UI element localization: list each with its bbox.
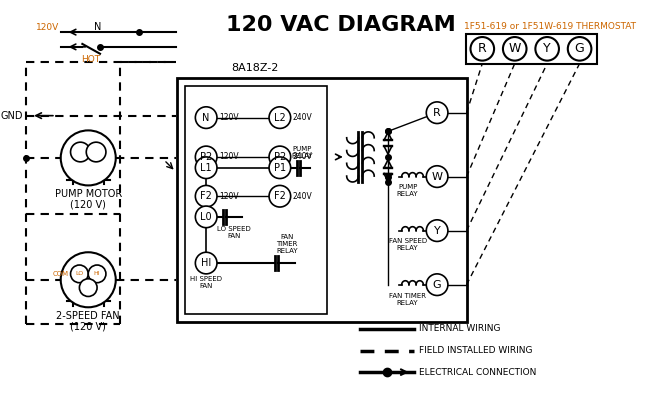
Circle shape [79, 279, 97, 297]
Circle shape [196, 206, 217, 228]
Text: HOT: HOT [80, 55, 100, 64]
Text: N: N [94, 22, 102, 32]
Text: R: R [433, 108, 441, 118]
Circle shape [535, 37, 559, 61]
Text: FAN SPEED
RELAY: FAN SPEED RELAY [389, 238, 427, 251]
Circle shape [196, 157, 217, 178]
Text: Y: Y [433, 225, 440, 235]
Text: 120V: 120V [219, 153, 239, 161]
Text: R: R [478, 42, 486, 55]
Circle shape [269, 157, 291, 178]
Text: 240V: 240V [293, 113, 312, 122]
Text: L1: L1 [200, 163, 212, 173]
Text: HI: HI [94, 272, 100, 277]
Text: FAN TIMER
RELAY: FAN TIMER RELAY [389, 292, 426, 305]
Circle shape [70, 265, 88, 283]
Text: Y: Y [543, 42, 551, 55]
Text: N: N [202, 113, 210, 123]
Circle shape [470, 37, 494, 61]
Circle shape [61, 130, 116, 186]
Text: GND: GND [1, 111, 23, 121]
Circle shape [426, 166, 448, 187]
Text: HI: HI [201, 258, 211, 268]
Text: 120V: 120V [36, 23, 60, 32]
Text: 240V: 240V [293, 153, 312, 161]
Circle shape [426, 220, 448, 241]
Text: (120 V): (120 V) [70, 321, 106, 331]
Text: FIELD INSTALLED WIRING: FIELD INSTALLED WIRING [419, 346, 533, 355]
Circle shape [269, 186, 291, 207]
Circle shape [269, 146, 291, 168]
Text: 2-SPEED FAN: 2-SPEED FAN [56, 311, 120, 321]
Circle shape [196, 252, 217, 274]
Text: F2: F2 [200, 191, 212, 201]
Text: PUMP MOTOR: PUMP MOTOR [55, 189, 122, 199]
Circle shape [61, 252, 116, 307]
Text: P2: P2 [200, 152, 212, 162]
Text: ELECTRICAL CONNECTION: ELECTRICAL CONNECTION [419, 367, 537, 377]
Text: G: G [575, 42, 584, 55]
Text: 8A18Z-2: 8A18Z-2 [232, 63, 279, 73]
Circle shape [86, 142, 106, 162]
Text: LO SPEED
FAN: LO SPEED FAN [217, 226, 251, 239]
Text: W: W [509, 42, 521, 55]
Text: COM: COM [52, 271, 68, 277]
Circle shape [269, 107, 291, 129]
Text: 240V: 240V [293, 192, 312, 201]
Text: 120 VAC DIAGRAM: 120 VAC DIAGRAM [226, 16, 456, 36]
Bar [466, 34, 597, 64]
Text: PUMP
RELAY: PUMP RELAY [397, 184, 419, 197]
Text: HI SPEED
FAN: HI SPEED FAN [190, 276, 222, 289]
Bar [184, 86, 327, 314]
Text: PUMP
RELAY: PUMP RELAY [291, 146, 314, 159]
Text: P1: P1 [274, 163, 286, 173]
Circle shape [567, 37, 592, 61]
Text: 1F51-619 or 1F51W-619 THERMOSTAT: 1F51-619 or 1F51W-619 THERMOSTAT [464, 22, 636, 31]
Text: 120V: 120V [219, 113, 239, 122]
Text: (120 V): (120 V) [70, 199, 106, 209]
Text: 120V: 120V [219, 192, 239, 201]
Circle shape [426, 274, 448, 295]
Text: L0: L0 [200, 212, 212, 222]
Text: L2: L2 [274, 113, 285, 123]
Text: P2: P2 [274, 152, 286, 162]
Circle shape [196, 107, 217, 129]
Circle shape [196, 146, 217, 168]
Circle shape [426, 102, 448, 124]
Text: W: W [431, 171, 443, 181]
Circle shape [70, 142, 90, 162]
Text: LO: LO [75, 272, 84, 277]
Circle shape [88, 265, 106, 283]
Circle shape [503, 37, 527, 61]
Bar [177, 78, 466, 322]
Text: G: G [433, 279, 442, 290]
Circle shape [196, 186, 217, 207]
Text: F2: F2 [274, 191, 286, 201]
Text: FAN
TIMER
RELAY: FAN TIMER RELAY [276, 234, 297, 254]
Text: INTERNAL WIRING: INTERNAL WIRING [419, 324, 501, 334]
